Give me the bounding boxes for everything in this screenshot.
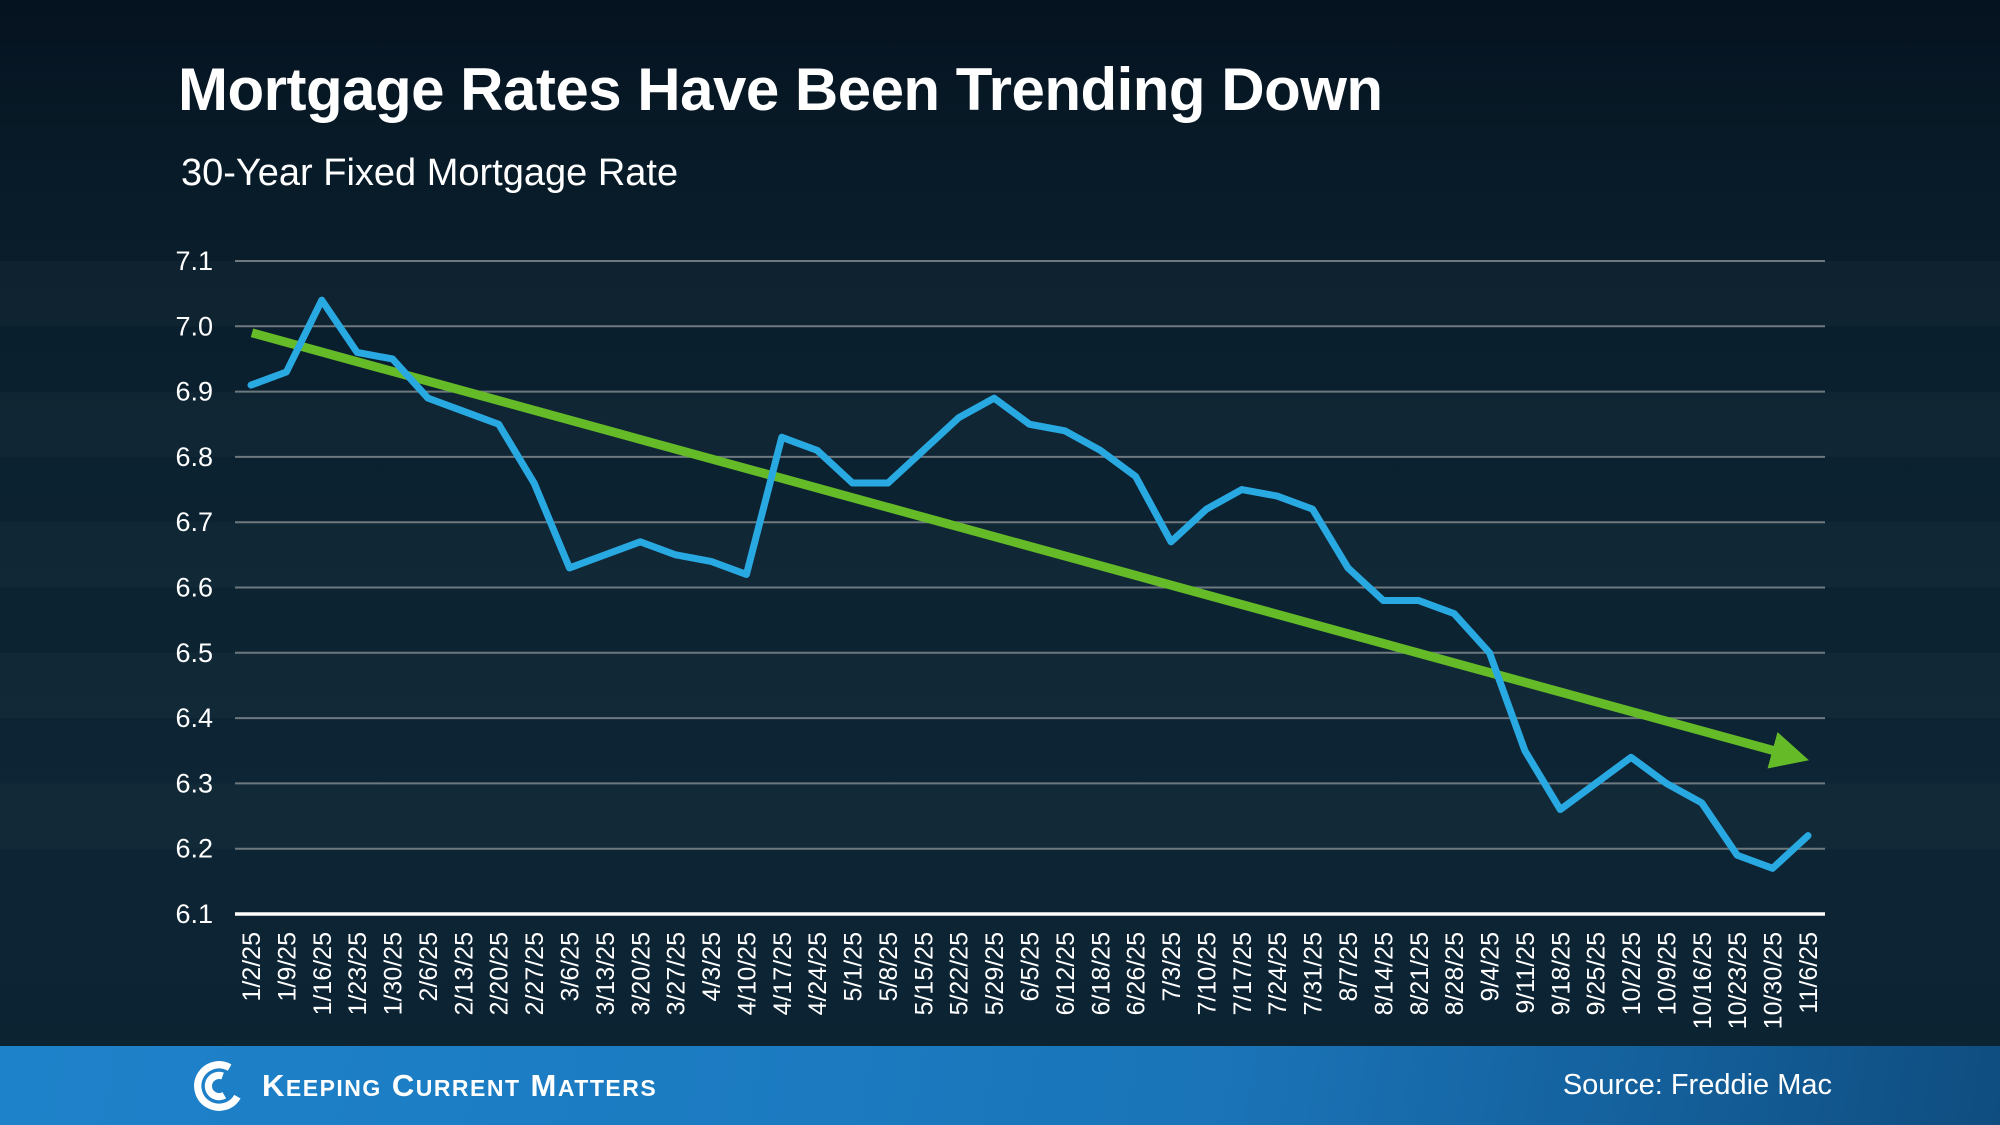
x-tick-label: 2/6/25 bbox=[415, 932, 443, 1002]
x-tick-label: 11/6/25 bbox=[1795, 932, 1823, 1014]
x-tick-label: 1/16/25 bbox=[309, 932, 337, 1015]
y-tick-label: 6.6 bbox=[175, 573, 213, 603]
brand-word: KEEPING bbox=[262, 1067, 382, 1103]
y-tick-label: 6.7 bbox=[175, 507, 213, 537]
x-tick-label: 9/25/25 bbox=[1583, 932, 1611, 1015]
x-tick-label: 2/27/25 bbox=[521, 932, 549, 1015]
x-tick-label: 7/3/25 bbox=[1158, 932, 1186, 1002]
chart-subtitle: 30-Year Fixed Mortgage Rate bbox=[181, 152, 679, 194]
mortgage-rate-chart: 7.1 7.0 6.9 6.8 6.7 6.6 6.5 6.4 6.3 6.2 6.1 1/2/25 1… bbox=[0, 246, 2000, 1029]
x-tick-label: 10/9/25 bbox=[1653, 932, 1681, 1015]
x-tick-label: 8/7/25 bbox=[1335, 932, 1363, 1002]
y-tick-label: 6.1 bbox=[175, 899, 213, 929]
x-tick-label: 3/13/25 bbox=[592, 932, 620, 1015]
brand: KEEPING CURRENT MATTERS bbox=[190, 1057, 667, 1115]
background-band bbox=[0, 261, 2000, 326]
x-tick-label: 1/30/25 bbox=[380, 932, 408, 1015]
x-tick-label: 5/29/25 bbox=[981, 932, 1009, 1015]
y-tick-label: 6.4 bbox=[175, 703, 213, 733]
x-tick-label: 10/2/25 bbox=[1618, 932, 1646, 1015]
background-band bbox=[0, 653, 2000, 718]
page-title: Mortgage Rates Have Been Trending Down bbox=[178, 56, 1383, 123]
x-tick-label: 10/30/25 bbox=[1760, 932, 1788, 1029]
source-label: Source: Freddie Mac bbox=[1562, 1069, 1832, 1101]
rate-line-series bbox=[247, 296, 1812, 872]
chart-canvas: 7.17.06.96.86.76.66.56.46.36.26.11/2/25 1… bbox=[0, 246, 2000, 1029]
x-tick-label: 5/8/25 bbox=[875, 932, 903, 1002]
background-band bbox=[0, 522, 2000, 587]
x-tick-label: 1/2/25 bbox=[238, 932, 266, 1002]
x-tick-label: 7/10/25 bbox=[1193, 932, 1221, 1015]
x-tick-label: 3/20/25 bbox=[627, 932, 655, 1015]
x-tick-label: 1/9/25 bbox=[273, 932, 301, 1002]
x-tick-label: 6/12/25 bbox=[1052, 932, 1080, 1015]
brand-word: CURRENT bbox=[391, 1067, 521, 1103]
x-tick-label: 4/24/25 bbox=[804, 932, 832, 1015]
y-tick-label: 6.5 bbox=[175, 638, 213, 668]
x-tick-label: 10/23/25 bbox=[1724, 932, 1752, 1029]
kcm-swirl-icon bbox=[194, 1060, 241, 1111]
x-tick-label: 5/15/25 bbox=[910, 932, 938, 1015]
x-tick-label: 5/22/25 bbox=[946, 932, 974, 1015]
x-tick-label: 10/16/25 bbox=[1689, 932, 1717, 1029]
trend-arrow bbox=[250, 328, 1809, 769]
x-tick-label: 2/13/25 bbox=[450, 932, 478, 1015]
x-tick-label: 4/10/25 bbox=[733, 932, 761, 1015]
x-tick-label: 1/23/25 bbox=[344, 932, 372, 1015]
x-tick-label: 6/5/25 bbox=[1017, 932, 1045, 1002]
x-tick-label: 9/11/25 bbox=[1512, 932, 1540, 1014]
x-tick-label: 8/14/25 bbox=[1370, 932, 1398, 1015]
x-tick-label: 3/27/25 bbox=[663, 932, 691, 1015]
footer-bar: KEEPING CURRENT MATTERS Source: Freddie Ma… bbox=[0, 1046, 2000, 1125]
brand-name: KEEPING CURRENT MATTERS bbox=[262, 1068, 667, 1104]
y-tick-label: 6.9 bbox=[175, 377, 213, 407]
x-tick-label: 3/6/25 bbox=[556, 932, 584, 1002]
y-tick-label: 7.1 bbox=[175, 246, 213, 276]
x-tick-label: 9/18/25 bbox=[1547, 932, 1575, 1015]
x-tick-label: 8/28/25 bbox=[1441, 932, 1469, 1015]
x-tick-label: 4/17/25 bbox=[769, 932, 797, 1015]
y-tick-label: 7.0 bbox=[175, 311, 213, 341]
x-tick-label: 8/21/25 bbox=[1406, 932, 1434, 1015]
x-tick-label: 7/24/25 bbox=[1264, 932, 1292, 1015]
y-tick-label: 6.8 bbox=[175, 442, 213, 472]
y-tick-label: 6.3 bbox=[175, 768, 213, 798]
x-tick-label: 9/4/25 bbox=[1477, 932, 1505, 1002]
x-tick-label: 7/17/25 bbox=[1229, 932, 1257, 1015]
x-tick-label: 2/20/25 bbox=[486, 932, 514, 1015]
background-band bbox=[0, 783, 2000, 848]
x-tick-label: 7/31/25 bbox=[1300, 932, 1328, 1015]
x-tick-label: 4/3/25 bbox=[698, 932, 726, 1002]
x-tick-label: 6/26/25 bbox=[1123, 932, 1151, 1015]
x-tick-label: 5/1/25 bbox=[840, 932, 868, 1002]
brand-word: MATTERS bbox=[530, 1067, 658, 1103]
y-tick-label: 6.2 bbox=[175, 834, 213, 864]
x-tick-label: 6/18/25 bbox=[1087, 932, 1115, 1015]
